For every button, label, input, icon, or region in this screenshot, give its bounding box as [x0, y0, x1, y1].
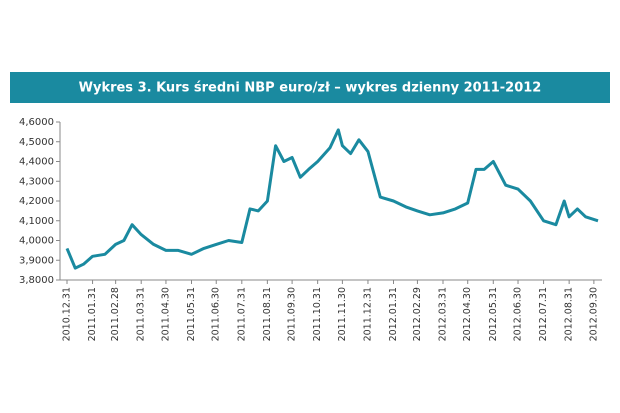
y-tick-label: 4,0000 [19, 236, 54, 247]
y-tick-label: 4,4000 [19, 157, 54, 168]
price-line [65, 128, 599, 270]
x-tick-label: 2011.07.31 [236, 287, 247, 341]
y-tick-label: 3,9000 [19, 255, 54, 266]
x-tick-label: 2011.10.31 [312, 287, 323, 341]
x-tick-label: 2011.06.30 [211, 287, 222, 341]
y-tick-label: 4,5000 [19, 137, 54, 148]
x-tick-label: 2012.08.31 [564, 287, 575, 341]
x-tick-label: 2011.02.28 [110, 287, 121, 341]
y-tick-label: 4,2000 [19, 196, 54, 207]
x-tick-label: 2011.05.31 [186, 287, 197, 341]
x-tick-label: 2012.09.30 [588, 287, 599, 341]
y-tick-label: 4,3000 [19, 176, 54, 187]
x-tick-label: 2012.06.30 [513, 287, 524, 341]
x-tick-label: 2012.03.31 [437, 287, 448, 341]
x-tick-label: 2011.09.30 [287, 287, 298, 341]
x-tick-label: 2012.07.31 [538, 287, 549, 341]
x-tick-label: 2011.01.31 [87, 287, 98, 341]
x-tick-label: 2011.04.30 [160, 287, 171, 341]
y-tick-label: 4,6000 [19, 117, 54, 128]
chart-title: Wykres 3. Kurs średni NBP euro/zł – wykr… [79, 81, 542, 96]
y-tick-label: 4,1000 [19, 216, 54, 227]
title-bar [10, 72, 610, 103]
x-tick-label: 2011.03.31 [136, 287, 147, 341]
y-tick-label: 3,8000 [19, 275, 54, 286]
x-tick-label: 2010.12.31 [62, 287, 73, 341]
x-tick-label: 2011.11.30 [337, 287, 348, 341]
x-tick-label: 2012.05.31 [488, 287, 499, 341]
x-tick-label: 2012.01.31 [388, 287, 399, 341]
x-tick-label: 2011.12.31 [362, 287, 373, 341]
x-tick-label: 2012.04.30 [462, 287, 473, 341]
x-tick-label: 2011.08.31 [262, 287, 273, 341]
x-tick-label: 2012.02.29 [412, 287, 423, 341]
